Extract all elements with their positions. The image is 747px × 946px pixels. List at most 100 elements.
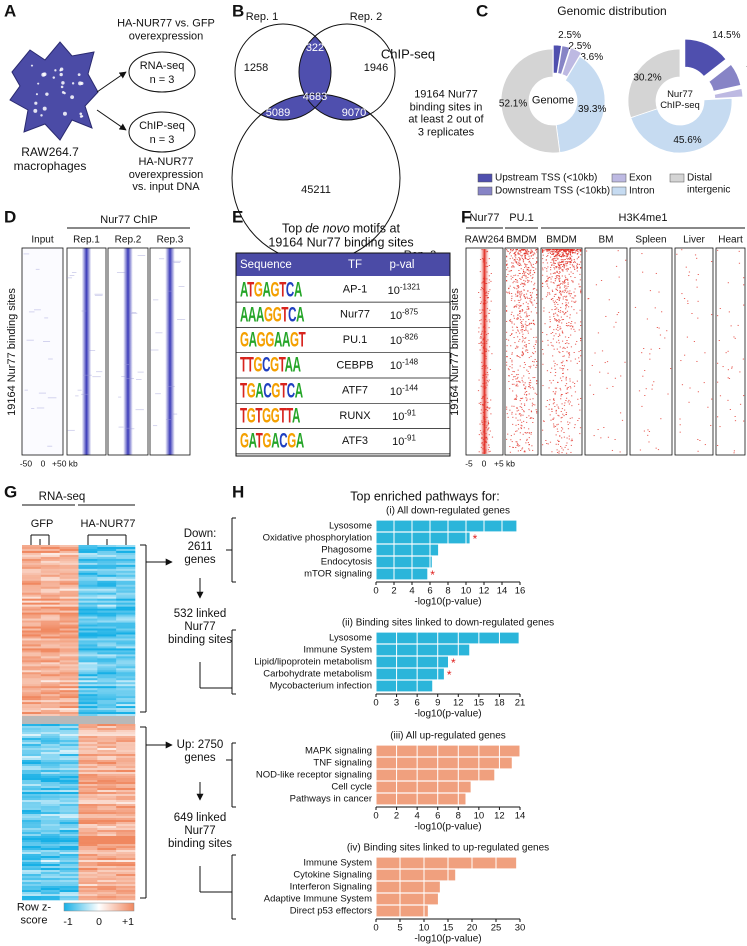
heatmap-cell [116,746,136,749]
heatmap-noise [44,317,49,319]
heatmap-cell [97,880,117,883]
heatmap-cell [116,702,136,705]
heatmap-cell [22,600,42,603]
heatmap-cell [97,748,117,751]
heatmap-cell [97,684,117,687]
heatmap-cell [116,704,136,707]
heatmap-noise [83,374,92,376]
heatmap-cell [78,818,98,821]
heatmap-cell [97,634,117,637]
x-tick-label: 8 [456,811,461,822]
signal-dot [488,434,490,436]
heatmap-track [21,247,64,456]
signal-dot [530,410,532,412]
heatmap-cell [116,782,136,785]
signal-dot [564,279,566,281]
signal-dot [531,302,533,304]
heatmap-cell [78,742,98,745]
signal-dot [485,382,487,384]
heatmap-noise [81,393,90,395]
heatmap-noise [130,428,135,430]
heatmap-noise [71,272,77,273]
heatmap-cell [40,866,60,869]
heatmap-cell [40,864,60,867]
heatmap-cell [78,620,98,623]
signal-dot [568,249,570,251]
category-label: Endocytosis [321,557,372,568]
signal-dot [558,255,560,257]
assay-n: n = 3 [150,134,175,146]
signal-dot [482,452,484,454]
heatmap-cell [78,648,98,651]
signal-dot [520,322,522,324]
signal-dot [536,289,538,291]
signal-dot [547,280,549,282]
heatmap-cell [59,694,79,697]
signal-dot [556,286,558,288]
signal-dot [513,259,516,260]
heatmap-cell [78,644,98,647]
signal-dot [536,251,538,253]
signal-dot [571,417,573,419]
heatmap-cell [116,750,136,753]
signal-dot [552,258,554,260]
signal-dot [521,331,523,333]
signal-dot [533,324,536,326]
signal-dot [557,414,559,416]
heatmap-cell [78,780,98,783]
heatmap-cell [22,552,42,556]
colorbar-tick: +1 [122,916,134,928]
heatmap-cell [97,848,117,851]
heatmap-cell [22,652,42,655]
heatmap-noise [177,319,186,320]
heatmap-cell [59,620,79,623]
signal-dot [567,250,570,252]
heatmap-cell [97,784,117,787]
signal-dot [519,262,521,264]
signal-dot [524,391,526,393]
tf-name: ATF7 [342,385,368,397]
heatmap-cell [40,790,60,793]
set-label: Rep. 2 [350,11,382,23]
signal-dot [542,444,544,446]
signal-dot [554,249,557,250]
heatmap-cell [78,816,98,819]
heatmap-cell [116,792,136,795]
signal-dot [530,281,533,283]
heatmap-cell [97,864,117,867]
panel-letter: D [4,207,16,226]
signal-dot [558,321,560,323]
signal-dot [528,319,530,320]
signal-dot [480,342,483,344]
signal-dot [563,281,566,282]
heatmap-cell [40,570,60,574]
signal-dot [554,308,556,310]
heatmap-cell [97,866,117,869]
signal-dot [565,414,567,416]
signal-dot [557,253,559,255]
x-tick-label: 4 [414,811,419,822]
heatmap-cell [22,692,42,695]
signal-dot [515,306,518,308]
signal-dot [592,393,595,395]
heatmap-cell [40,894,60,897]
signal-dot [542,254,544,256]
signal-dot [570,440,572,442]
signal-dot [568,273,570,275]
signal-dot [509,409,511,411]
signal-dot [513,433,515,435]
cell-dot [80,81,84,86]
heatmap-cell [78,778,98,781]
signal-dot [542,353,544,355]
signal-dot [547,443,549,445]
legend-label: Intron [629,185,655,197]
signal-dot [515,281,517,283]
signal-dot [717,381,719,383]
signal-dot [560,292,562,294]
heatmap-noise [155,393,161,395]
signal-dot [656,327,658,328]
signal-dot [568,322,570,323]
signal-dot [559,280,561,282]
heatmap-cell [78,784,98,787]
signal-dot [483,325,485,327]
